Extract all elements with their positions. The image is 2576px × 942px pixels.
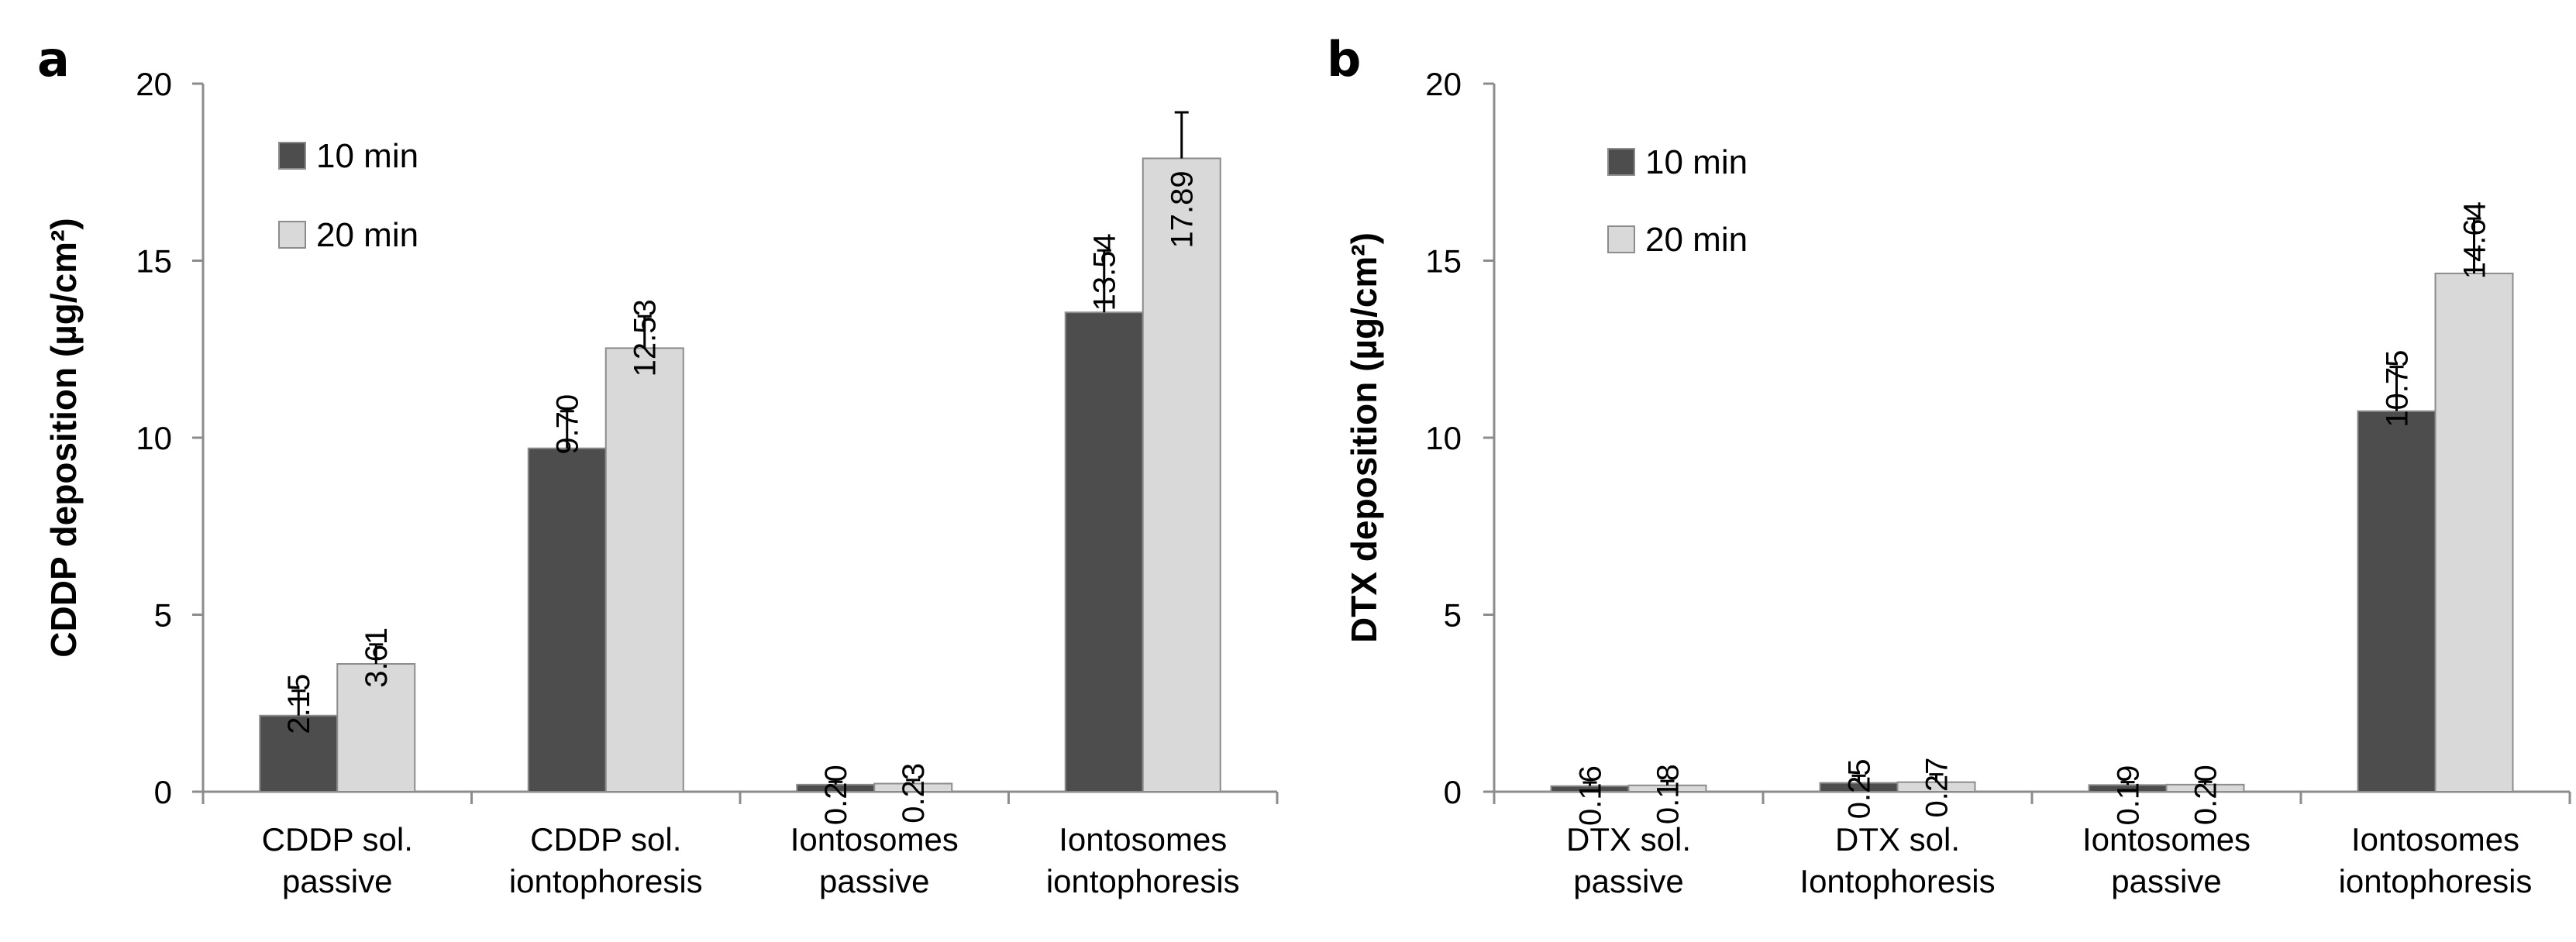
data-label: 13.54 bbox=[1088, 233, 1122, 311]
category-label-line: Iontophoresis bbox=[1799, 863, 1995, 899]
category-label-line: passive bbox=[1573, 863, 1683, 899]
y-tick-label: 10 bbox=[136, 420, 172, 456]
category-label: Iontosomes iontophoresis bbox=[2339, 821, 2533, 899]
category-label-line: passive bbox=[282, 863, 392, 899]
data-label: 12.53 bbox=[629, 299, 663, 376]
category-label-line: Iontosomes bbox=[1059, 821, 1227, 858]
data-label: 17.89 bbox=[1166, 170, 1200, 248]
category-label: Iontosomes passive bbox=[2082, 821, 2251, 899]
category-label: Iontosomes passive bbox=[790, 821, 959, 899]
data-label: 10.75 bbox=[2381, 350, 2415, 428]
panel-b: b DTX deposition (µg/cm²) 0 5 10 15 20 DTX sol.… bbox=[1327, 31, 2571, 899]
bar bbox=[259, 714, 339, 792]
legend-swatch bbox=[278, 142, 306, 170]
category-label-line: iontophoresis bbox=[1046, 863, 1240, 899]
y-tick-label: 20 bbox=[136, 66, 172, 102]
bar bbox=[527, 447, 607, 793]
y-axis-label: CDDP deposition (µg/cm²) bbox=[43, 218, 84, 657]
y-axis-label: DTX deposition (µg/cm²) bbox=[1344, 232, 1384, 643]
category-label-line: Iontosomes bbox=[790, 821, 959, 858]
data-label: 3.61 bbox=[360, 627, 394, 688]
category-label-line: DTX sol. bbox=[1835, 821, 1960, 858]
category-label-line: Iontosomes bbox=[2351, 821, 2519, 858]
data-label: 9.70 bbox=[551, 394, 585, 455]
data-label: 2.15 bbox=[282, 674, 316, 734]
category-label-line: passive bbox=[819, 863, 929, 899]
legend-swatch bbox=[1607, 225, 1635, 253]
data-label: 0.19 bbox=[2112, 765, 2146, 826]
category-label-line: Iontosomes bbox=[2082, 821, 2251, 858]
panel-a: a CDDP deposition (µg/cm²) 0 5 10 15 20 CDDP so… bbox=[37, 31, 1279, 899]
data-label: 0.25 bbox=[1843, 758, 1877, 819]
data-label: 14.64 bbox=[2458, 201, 2492, 279]
y-tick-label: 15 bbox=[136, 243, 172, 280]
category-label-line: CDDP sol. bbox=[262, 821, 413, 858]
y-tick-label: 0 bbox=[1444, 774, 1462, 810]
bar bbox=[336, 663, 416, 793]
legend-swatch bbox=[278, 221, 306, 249]
category-label-line: passive bbox=[2111, 863, 2221, 899]
category-label: CDDP sol. iontophoresis bbox=[509, 821, 703, 899]
category-label-line: iontophoresis bbox=[2339, 863, 2533, 899]
category-label-line: DTX sol. bbox=[1566, 821, 1691, 858]
category-label: DTX sol. passive bbox=[1566, 821, 1691, 899]
data-label: 0.20 bbox=[819, 765, 853, 825]
y-tick-label: 0 bbox=[154, 774, 172, 810]
bar bbox=[2434, 272, 2514, 792]
y-tick-label: 5 bbox=[1444, 597, 1462, 634]
category-label-line: CDDP sol. bbox=[530, 821, 681, 858]
y-tick-label: 15 bbox=[1425, 243, 1462, 280]
data-label: 0.18 bbox=[1651, 764, 1686, 824]
legend-label: 20 min bbox=[316, 216, 418, 254]
panel-letter: b bbox=[1327, 31, 1361, 88]
data-label: 0.16 bbox=[1574, 765, 1608, 826]
legend-label: 10 min bbox=[1645, 143, 1748, 181]
category-label-line: iontophoresis bbox=[509, 863, 703, 899]
legend-label: 10 min bbox=[316, 137, 418, 175]
category-label: CDDP sol. passive bbox=[262, 821, 413, 899]
data-label: 0.27 bbox=[1920, 758, 1954, 818]
data-label: 0.20 bbox=[2189, 765, 2223, 825]
bar bbox=[2357, 410, 2437, 792]
legend-swatch bbox=[1607, 148, 1635, 176]
bar bbox=[1064, 311, 1144, 792]
category-label: DTX sol. Iontophoresis bbox=[1799, 821, 1995, 899]
category-label: Iontosomes iontophoresis bbox=[1046, 821, 1240, 899]
bar bbox=[604, 347, 684, 792]
legend-label: 20 min bbox=[1645, 221, 1748, 259]
y-tick-label: 20 bbox=[1425, 66, 1462, 102]
panel-letter: a bbox=[37, 31, 70, 88]
data-label: 0.23 bbox=[897, 763, 931, 823]
bar bbox=[1142, 157, 1221, 792]
y-tick-label: 5 bbox=[154, 597, 172, 634]
y-tick-label: 10 bbox=[1425, 420, 1462, 456]
